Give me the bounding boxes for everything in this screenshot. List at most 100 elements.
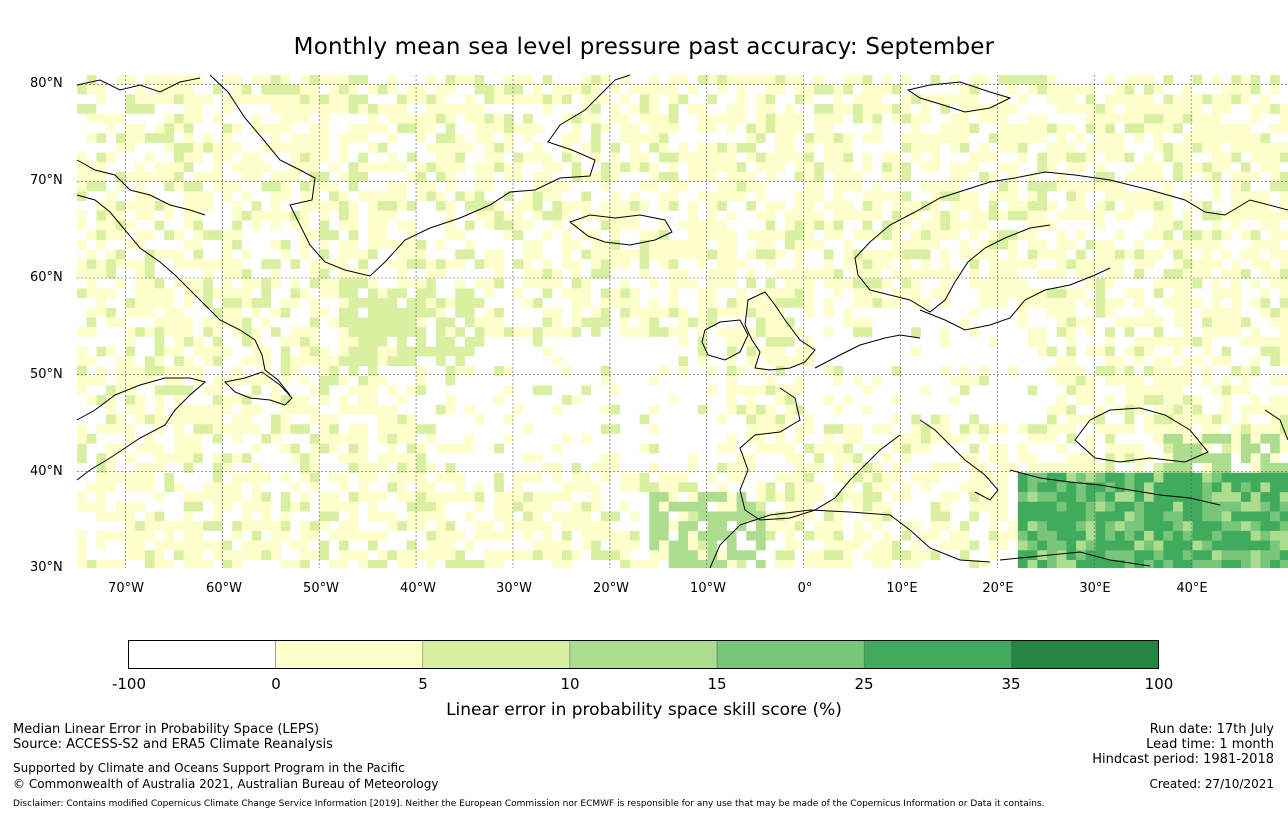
skill-cell (678, 94, 689, 105)
skill-cell (940, 336, 951, 347)
skill-cell (96, 288, 107, 299)
skill-cell (979, 395, 990, 406)
skill-cell (1182, 385, 1193, 396)
skill-cell (338, 453, 349, 464)
skill-cell (1153, 424, 1164, 435)
skill-cell (1037, 336, 1048, 347)
skill-cell (77, 424, 88, 435)
skill-cell (581, 443, 592, 454)
skill-cell (77, 172, 88, 183)
skill-cell (562, 453, 573, 464)
skill-cell (814, 395, 825, 406)
skill-cell (348, 201, 359, 212)
skill-cell (668, 113, 679, 124)
skill-cell (571, 385, 582, 396)
skill-cell (649, 395, 660, 406)
skill-cell (135, 317, 146, 328)
skill-cell (1008, 201, 1019, 212)
skill-cell (697, 220, 708, 231)
skill-cell (562, 104, 573, 115)
skill-cell (542, 239, 553, 250)
skill-cell (959, 336, 970, 347)
skill-cell (639, 181, 650, 192)
skill-cell (280, 453, 291, 464)
skill-cell (280, 162, 291, 173)
skill-cell (1037, 307, 1048, 318)
skill-cell (610, 375, 621, 386)
skill-cell (678, 404, 689, 415)
skill-cell (1056, 191, 1067, 202)
skill-cell (387, 113, 398, 124)
skill-cell (542, 278, 553, 289)
skill-cell (988, 113, 999, 124)
skill-cell (581, 220, 592, 231)
skill-cell (1270, 307, 1281, 318)
skill-cell (96, 152, 107, 163)
skill-cell (901, 152, 912, 163)
skill-cell (930, 356, 941, 367)
skill-cell (484, 249, 495, 260)
skill-cell (1124, 162, 1135, 173)
skill-cell (455, 249, 466, 260)
skill-cell (465, 104, 476, 115)
skill-cell (911, 317, 922, 328)
skill-cell (144, 278, 155, 289)
skill-cell (688, 366, 699, 377)
skill-cell (494, 239, 505, 250)
skill-cell (319, 133, 330, 144)
skill-cell (174, 249, 185, 260)
skill-cell (678, 239, 689, 250)
skill-cell (736, 269, 747, 280)
skill-cell (726, 288, 737, 299)
skill-cell (106, 346, 117, 357)
skill-cell (77, 346, 88, 357)
skill-cell (77, 336, 88, 347)
skill-cell (455, 191, 466, 202)
skill-cell (659, 307, 670, 318)
skill-cell (988, 433, 999, 444)
skill-cell (571, 346, 582, 357)
skill-cell (872, 288, 883, 299)
skill-cell (77, 269, 88, 280)
skill-cell (998, 210, 1009, 221)
skill-cell (532, 375, 543, 386)
skill-cell (465, 84, 476, 95)
skill-cell (1260, 298, 1271, 309)
skill-cell (581, 75, 592, 86)
skill-cell (1114, 356, 1125, 367)
skill-cell (484, 307, 495, 318)
skill-cell (329, 414, 340, 425)
skill-cell (309, 113, 320, 124)
skill-cell (397, 75, 408, 86)
skill-cell (969, 75, 980, 86)
skill-cell (212, 142, 223, 153)
skill-cell (125, 288, 136, 299)
skill-cell (756, 317, 767, 328)
skill-cell (358, 181, 369, 192)
skill-cell (435, 104, 446, 115)
skill-cell (697, 443, 708, 454)
skill-cell (1279, 375, 1288, 386)
skill-cell (494, 433, 505, 444)
skill-cell (1085, 307, 1096, 318)
skill-cell (1037, 152, 1048, 163)
skill-cell (562, 433, 573, 444)
skill-cell (125, 172, 136, 183)
skill-cell (1095, 259, 1106, 270)
skill-cell (882, 366, 893, 377)
skill-cell (823, 104, 834, 115)
skill-cell (785, 366, 796, 377)
skill-cell (1153, 375, 1164, 386)
skill-cell (600, 75, 611, 86)
skill-cell (300, 366, 311, 377)
skill-cell (1134, 356, 1145, 367)
skill-cell (765, 239, 776, 250)
skill-cell (668, 404, 679, 415)
skill-cell (494, 307, 505, 318)
skill-cell (523, 443, 534, 454)
skill-cell (629, 220, 640, 231)
skill-cell (1270, 123, 1281, 134)
skill-cell (523, 181, 534, 192)
skill-cell (494, 404, 505, 415)
skill-cell (1173, 278, 1184, 289)
